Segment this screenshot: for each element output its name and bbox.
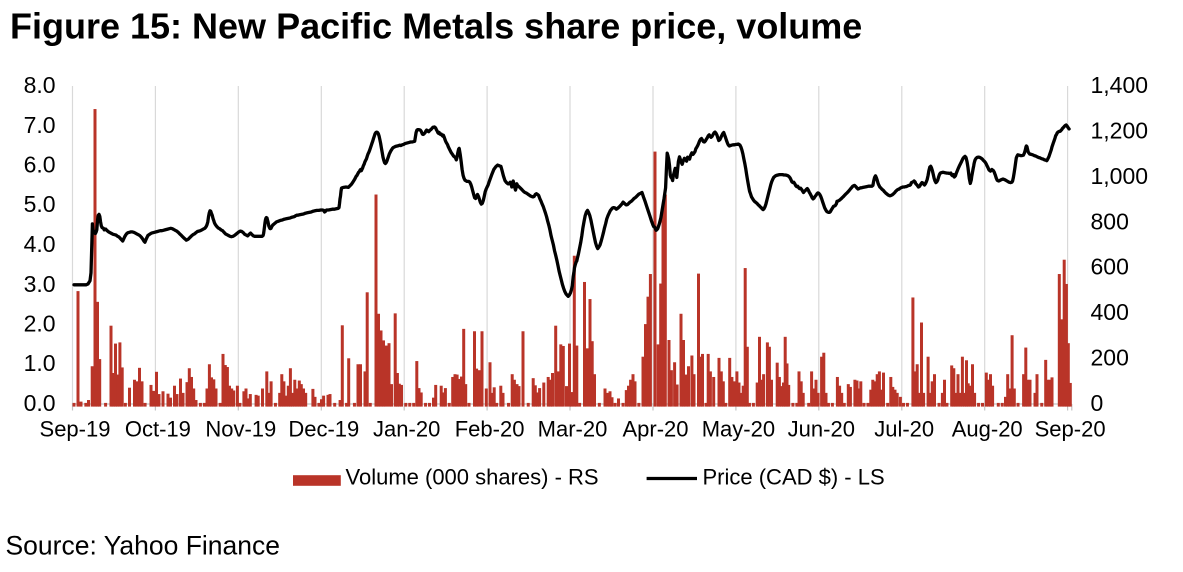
svg-text:200: 200 <box>1091 345 1129 371</box>
svg-text:0: 0 <box>1091 390 1104 416</box>
svg-text:400: 400 <box>1091 299 1129 325</box>
svg-text:Aug-20: Aug-20 <box>952 417 1023 442</box>
svg-text:Jan-20: Jan-20 <box>373 417 440 442</box>
svg-text:Price (CAD $) - LS: Price (CAD $) - LS <box>703 465 885 490</box>
svg-text:1,200: 1,200 <box>1091 117 1149 143</box>
svg-text:Jul-20: Jul-20 <box>874 417 934 442</box>
svg-text:1,000: 1,000 <box>1091 163 1149 189</box>
svg-text:2.0: 2.0 <box>24 311 56 337</box>
svg-text:4.0: 4.0 <box>24 231 56 257</box>
svg-text:1.0: 1.0 <box>24 350 56 376</box>
svg-text:800: 800 <box>1091 208 1129 234</box>
svg-text:Nov-19: Nov-19 <box>205 417 276 442</box>
svg-text:Volume (000 shares) - RS: Volume (000 shares) - RS <box>346 465 599 490</box>
svg-text:Oct-19: Oct-19 <box>125 417 191 442</box>
svg-text:8.0: 8.0 <box>24 72 56 98</box>
svg-text:Mar-20: Mar-20 <box>538 417 608 442</box>
svg-text:Source: Yahoo Finance: Source: Yahoo Finance <box>6 531 281 561</box>
svg-text:Figure 15: New Pacific Metals: Figure 15: New Pacific Metals share pric… <box>10 6 862 47</box>
svg-text:600: 600 <box>1091 254 1129 280</box>
svg-text:Sep-20: Sep-20 <box>1035 417 1106 442</box>
svg-text:5.0: 5.0 <box>24 191 56 217</box>
svg-text:May-20: May-20 <box>702 417 775 442</box>
svg-text:Apr-20: Apr-20 <box>622 417 688 442</box>
svg-text:6.0: 6.0 <box>24 152 56 178</box>
svg-text:1,400: 1,400 <box>1091 72 1149 98</box>
svg-text:0.0: 0.0 <box>24 390 56 416</box>
svg-text:Dec-19: Dec-19 <box>288 417 359 442</box>
svg-text:Jun-20: Jun-20 <box>788 417 855 442</box>
svg-text:Feb-20: Feb-20 <box>455 417 525 442</box>
svg-text:Sep-19: Sep-19 <box>40 417 111 442</box>
svg-text:3.0: 3.0 <box>24 271 56 297</box>
svg-text:7.0: 7.0 <box>24 112 56 138</box>
